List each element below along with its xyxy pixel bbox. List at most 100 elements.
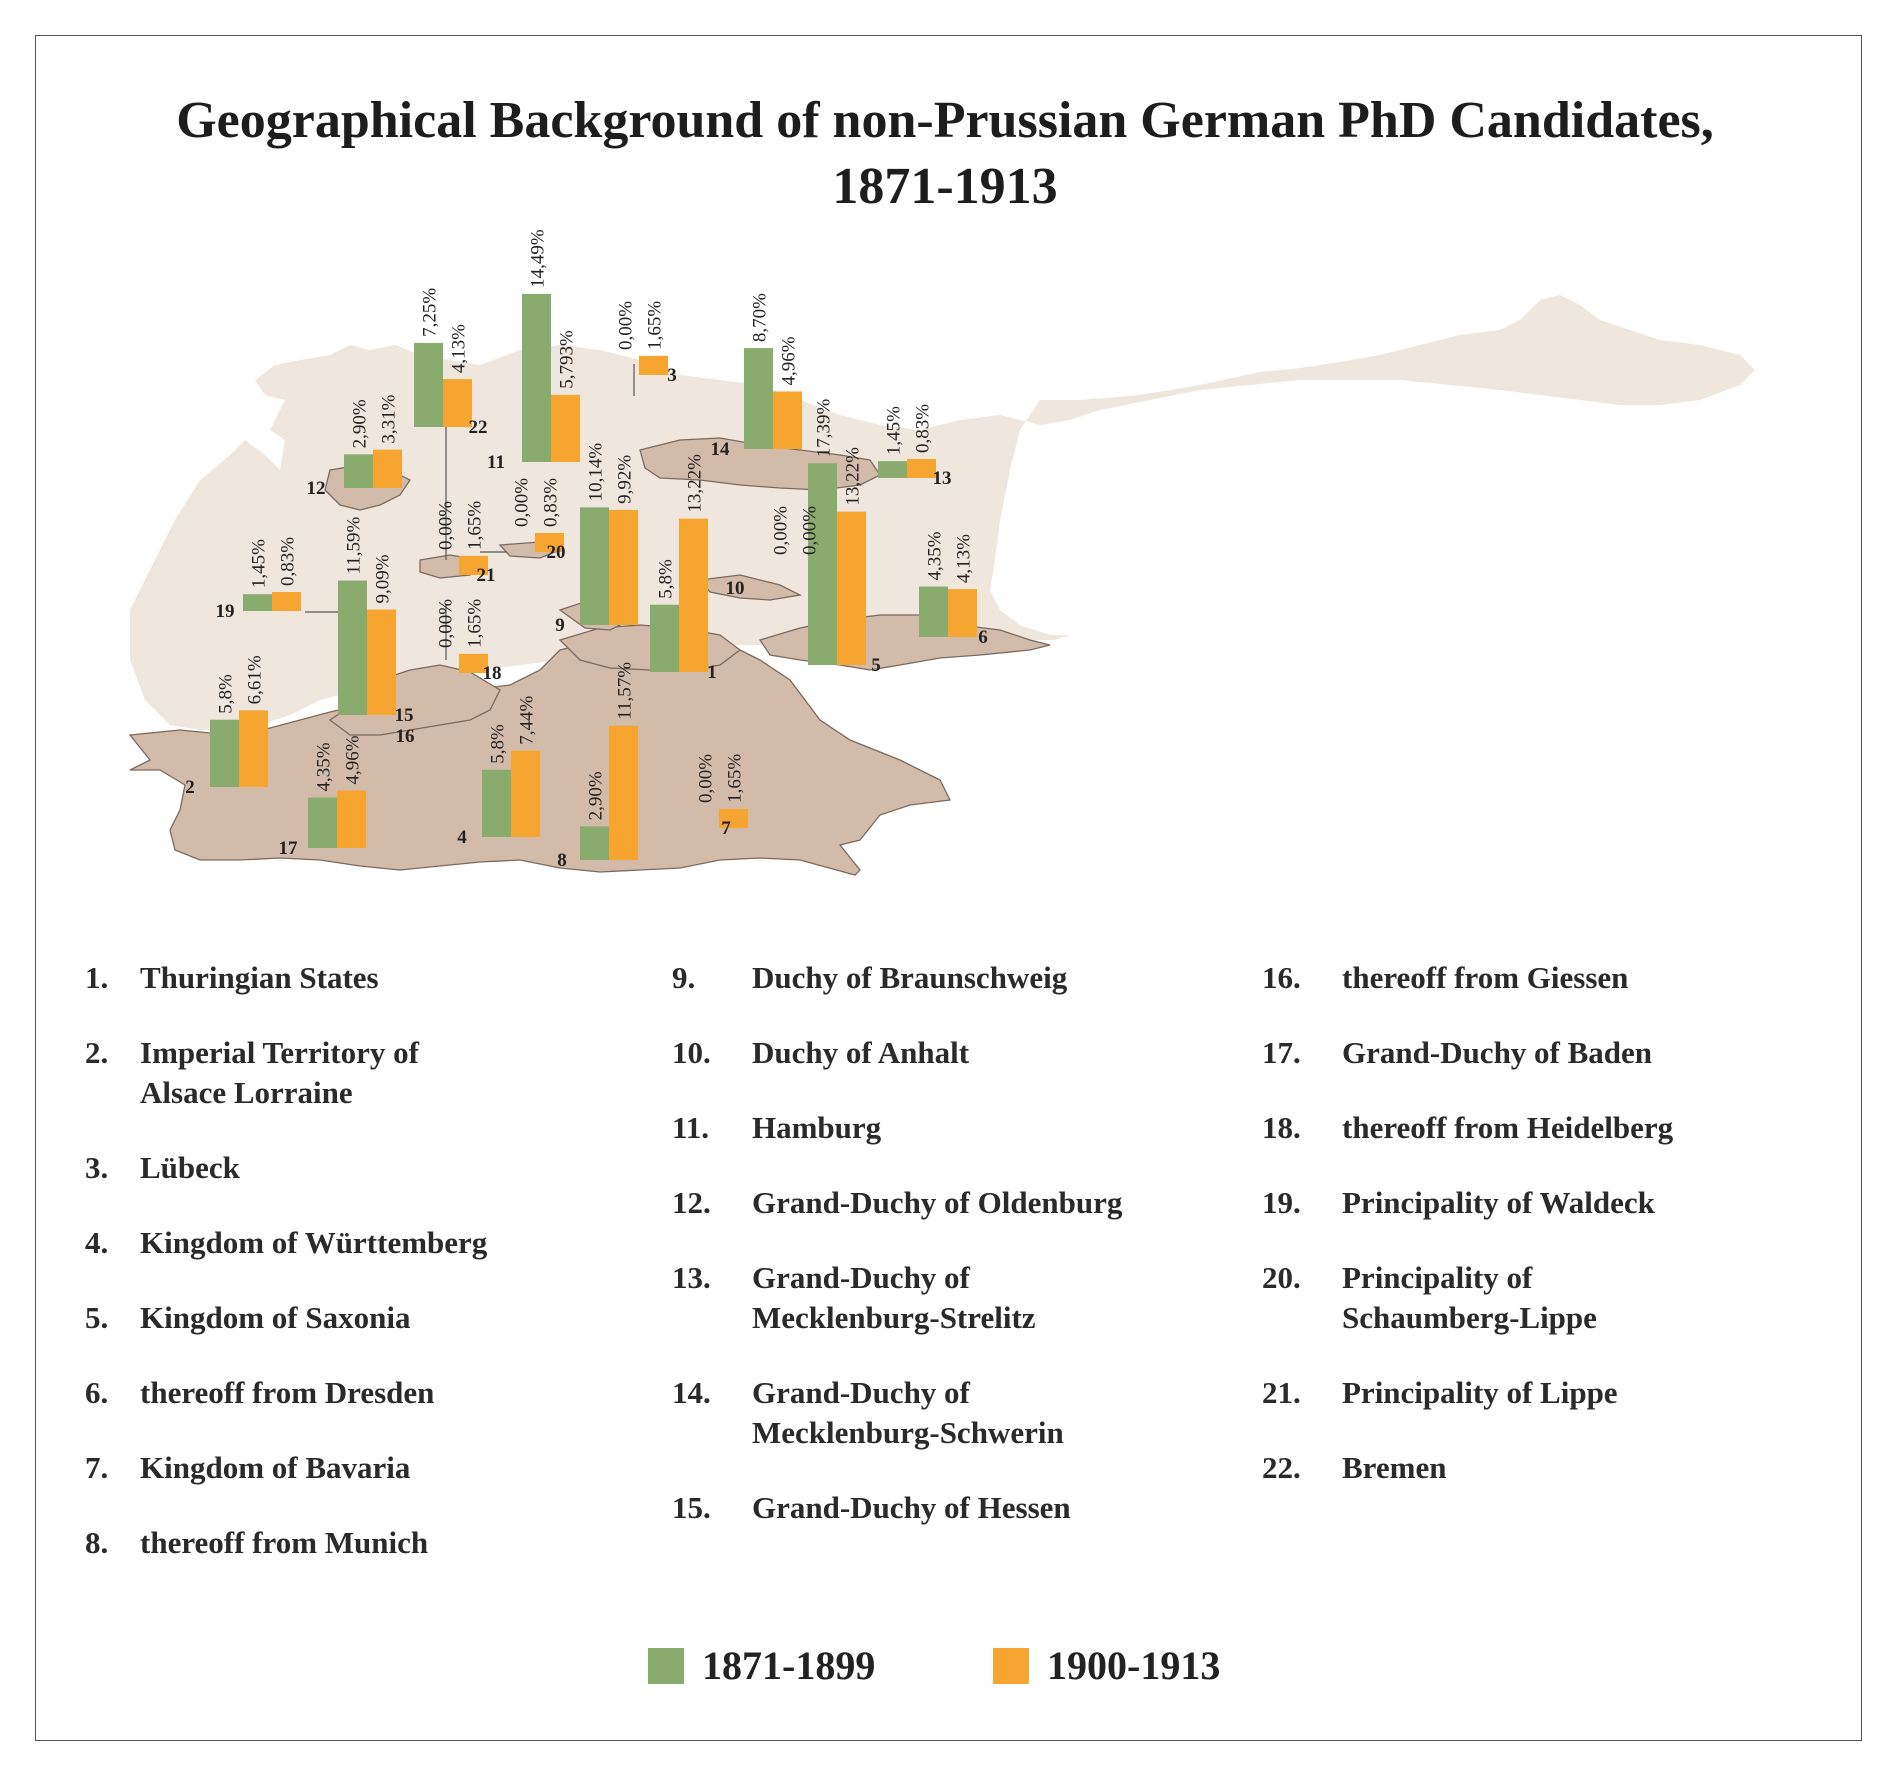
bar-group-8: 2,90% 11,57% 8 bbox=[557, 662, 638, 871]
legend-item-number: 21. bbox=[1262, 1375, 1301, 1410]
legend-item-name: Duchy of Braunschweig bbox=[752, 960, 1068, 995]
chart-frame bbox=[35, 35, 1862, 1741]
bar-1871-1899-8 bbox=[580, 826, 609, 860]
value-label-1871-1899-15: 11,59% bbox=[344, 517, 365, 575]
bar-group-20: 0,00% 0,83% 20 bbox=[512, 478, 566, 563]
legend-item-name: Bremen bbox=[1342, 1450, 1447, 1485]
legend-item-number: 5. bbox=[85, 1300, 109, 1335]
legend-item-number: 20. bbox=[1262, 1260, 1301, 1295]
value-label-1900-1913-1: 13,22% bbox=[685, 454, 706, 513]
bar-1900-1913-21 bbox=[459, 555, 488, 575]
legend-item-name: Imperial Territory of Alsace Lorraine bbox=[140, 1035, 419, 1110]
legend-item-number: 14. bbox=[672, 1375, 711, 1410]
bar-group-14: 8,70% 4,96% 14 bbox=[711, 293, 802, 460]
bar-group-11: 14,49% 5,793% 11 bbox=[487, 229, 580, 473]
value-label-1900-1913-14: 4,96% bbox=[779, 336, 800, 385]
value-label-1871-1899-4: 5,8% bbox=[488, 724, 509, 764]
value-label-1900-1913-3: 1,65% bbox=[645, 301, 666, 350]
value-label-1871-1899-19: 1,45% bbox=[249, 539, 270, 588]
region-number-7: 7 bbox=[721, 818, 731, 839]
value-label-1871-1899-3: 0,00% bbox=[616, 301, 637, 350]
series-label: 1871-1899 bbox=[702, 1643, 876, 1688]
legend-item-name: thereoff from Munich bbox=[140, 1525, 429, 1560]
legend-item-number: 17. bbox=[1262, 1035, 1301, 1070]
bar-1900-1913-3 bbox=[639, 355, 668, 375]
bar-1900-1913-6 bbox=[948, 589, 977, 637]
legend-item-name: Grand-Duchy of Hessen bbox=[752, 1490, 1071, 1525]
value-label-1900-1913-22: 4,13% bbox=[449, 324, 470, 373]
bar-group-15: 11,59% 9,09% 15 bbox=[338, 517, 414, 726]
legend-item-number: 2. bbox=[85, 1035, 109, 1070]
bar-group-19: 1,45% 0,83% 19 bbox=[216, 537, 301, 622]
value-label-1871-1899-2: 5,8% bbox=[216, 674, 237, 714]
series-swatch-green bbox=[648, 1647, 684, 1684]
legend-item-name: thereoff from Heidelberg bbox=[1342, 1110, 1674, 1145]
bar-1900-1913-14 bbox=[773, 391, 802, 449]
region-number-15: 15 bbox=[395, 705, 414, 726]
bar-group-2: 5,8% 6,61% 2 bbox=[185, 655, 268, 798]
legend-item-number: 10. bbox=[672, 1035, 711, 1070]
bar-1871-1899-6 bbox=[919, 586, 948, 637]
value-label-1900-1913-7: 1,65% bbox=[725, 754, 746, 803]
region-number-16: 16 bbox=[396, 726, 415, 747]
bars-layer: 5,8%13,22%15,8% 6,61%20,00% 1,65%35,8% 7,44… bbox=[185, 229, 988, 871]
value-label-1900-1913-9: 9,92% bbox=[615, 455, 636, 504]
legend-item-name: Principality of Schaumberg-Lippe bbox=[1342, 1260, 1597, 1335]
legend-item-name: Grand-Duchy of Baden bbox=[1342, 1035, 1653, 1070]
bar-1900-1913-7 bbox=[719, 808, 748, 828]
value-label-1900-1913-17: 4,96% bbox=[343, 735, 364, 784]
map-chart: 5,8%13,22%15,8% 6,61%20,00% 1,65%35,8% 7,44… bbox=[128, 229, 1755, 876]
bar-1900-1913-11 bbox=[551, 394, 580, 462]
bar-1900-1913-19 bbox=[272, 592, 301, 611]
value-label-1900-1913-8: 11,57% bbox=[615, 662, 636, 720]
legend-item-name: Hamburg bbox=[752, 1110, 882, 1145]
legend-item-number: 4. bbox=[85, 1225, 109, 1260]
bar-1900-1913-17 bbox=[337, 790, 366, 848]
bar-1871-1899-9 bbox=[580, 507, 609, 625]
bar-1900-1913-13 bbox=[907, 459, 936, 478]
value-label-1871-1899-18: 0,00% bbox=[436, 599, 457, 648]
value-label-1871-1899-12: 2,90% bbox=[350, 399, 371, 448]
region-number-11: 11 bbox=[487, 452, 505, 473]
region-number-13: 13 bbox=[933, 468, 952, 489]
value-label-1871-1899-17: 4,35% bbox=[314, 742, 335, 791]
legend-item-name: thereoff from Giessen bbox=[1342, 960, 1629, 995]
region-number-20: 20 bbox=[547, 542, 566, 563]
legend-item-name: Duchy of Anhalt bbox=[752, 1035, 970, 1070]
bar-group-10: 0,00% 0,00% 10 bbox=[726, 506, 821, 599]
region-number-4: 4 bbox=[457, 827, 467, 848]
value-label-1900-1913-6: 4,13% bbox=[954, 534, 975, 583]
region-number-3: 3 bbox=[667, 365, 677, 386]
series-key-1871-1899: 1871-1899 bbox=[648, 1642, 875, 1689]
bar-1900-1913-22 bbox=[443, 379, 472, 427]
value-label-1871-1899-13: 1,45% bbox=[884, 406, 905, 455]
legend-item-name: Kingdom of Saxonia bbox=[140, 1300, 411, 1335]
value-label-1871-1899-22: 7,25% bbox=[420, 288, 441, 337]
value-label-1871-1899-6: 4,35% bbox=[925, 531, 946, 580]
legend-item-name: Thuringian States bbox=[140, 960, 379, 995]
bar-1900-1913-12 bbox=[373, 449, 402, 488]
bar-1871-1899-14 bbox=[744, 348, 773, 449]
legend-item-number: 1. bbox=[85, 960, 109, 995]
value-label-1871-1899-10: 0,00% bbox=[771, 506, 792, 555]
bar-1871-1899-12 bbox=[344, 454, 373, 488]
value-label-1900-1913-20: 0,83% bbox=[541, 478, 562, 527]
value-label-1900-1913-21: 1,65% bbox=[465, 501, 486, 550]
value-label-1871-1899-8: 2,90% bbox=[586, 771, 607, 820]
series-key-1900-1913: 1900-1913 bbox=[993, 1642, 1220, 1689]
bar-group-22: 7,25% 4,13% 22 bbox=[414, 288, 488, 438]
bar-group-5: 17,39% 13,22% 5 bbox=[808, 399, 881, 676]
legend-item-name: Lübeck bbox=[140, 1150, 240, 1185]
legend-item-number: 16. bbox=[1262, 960, 1301, 995]
bar-1871-1899-4 bbox=[482, 769, 511, 837]
region-number-18: 18 bbox=[483, 663, 502, 684]
bar-1900-1913-15 bbox=[367, 609, 396, 715]
bar-group-4: 5,8% 7,44% 4 bbox=[457, 695, 540, 848]
chart-title-line2: 1871-1913 bbox=[832, 158, 1058, 215]
value-label-1900-1913-2: 6,61% bbox=[245, 655, 266, 704]
region-number-10: 10 bbox=[726, 578, 745, 599]
region-number-9: 9 bbox=[555, 615, 565, 636]
legend-item-name: thereoff from Dresden bbox=[140, 1375, 435, 1410]
legend-item-number: 11. bbox=[672, 1110, 710, 1145]
bar-group-17: 4,35% 4,96% 17 bbox=[279, 735, 366, 859]
